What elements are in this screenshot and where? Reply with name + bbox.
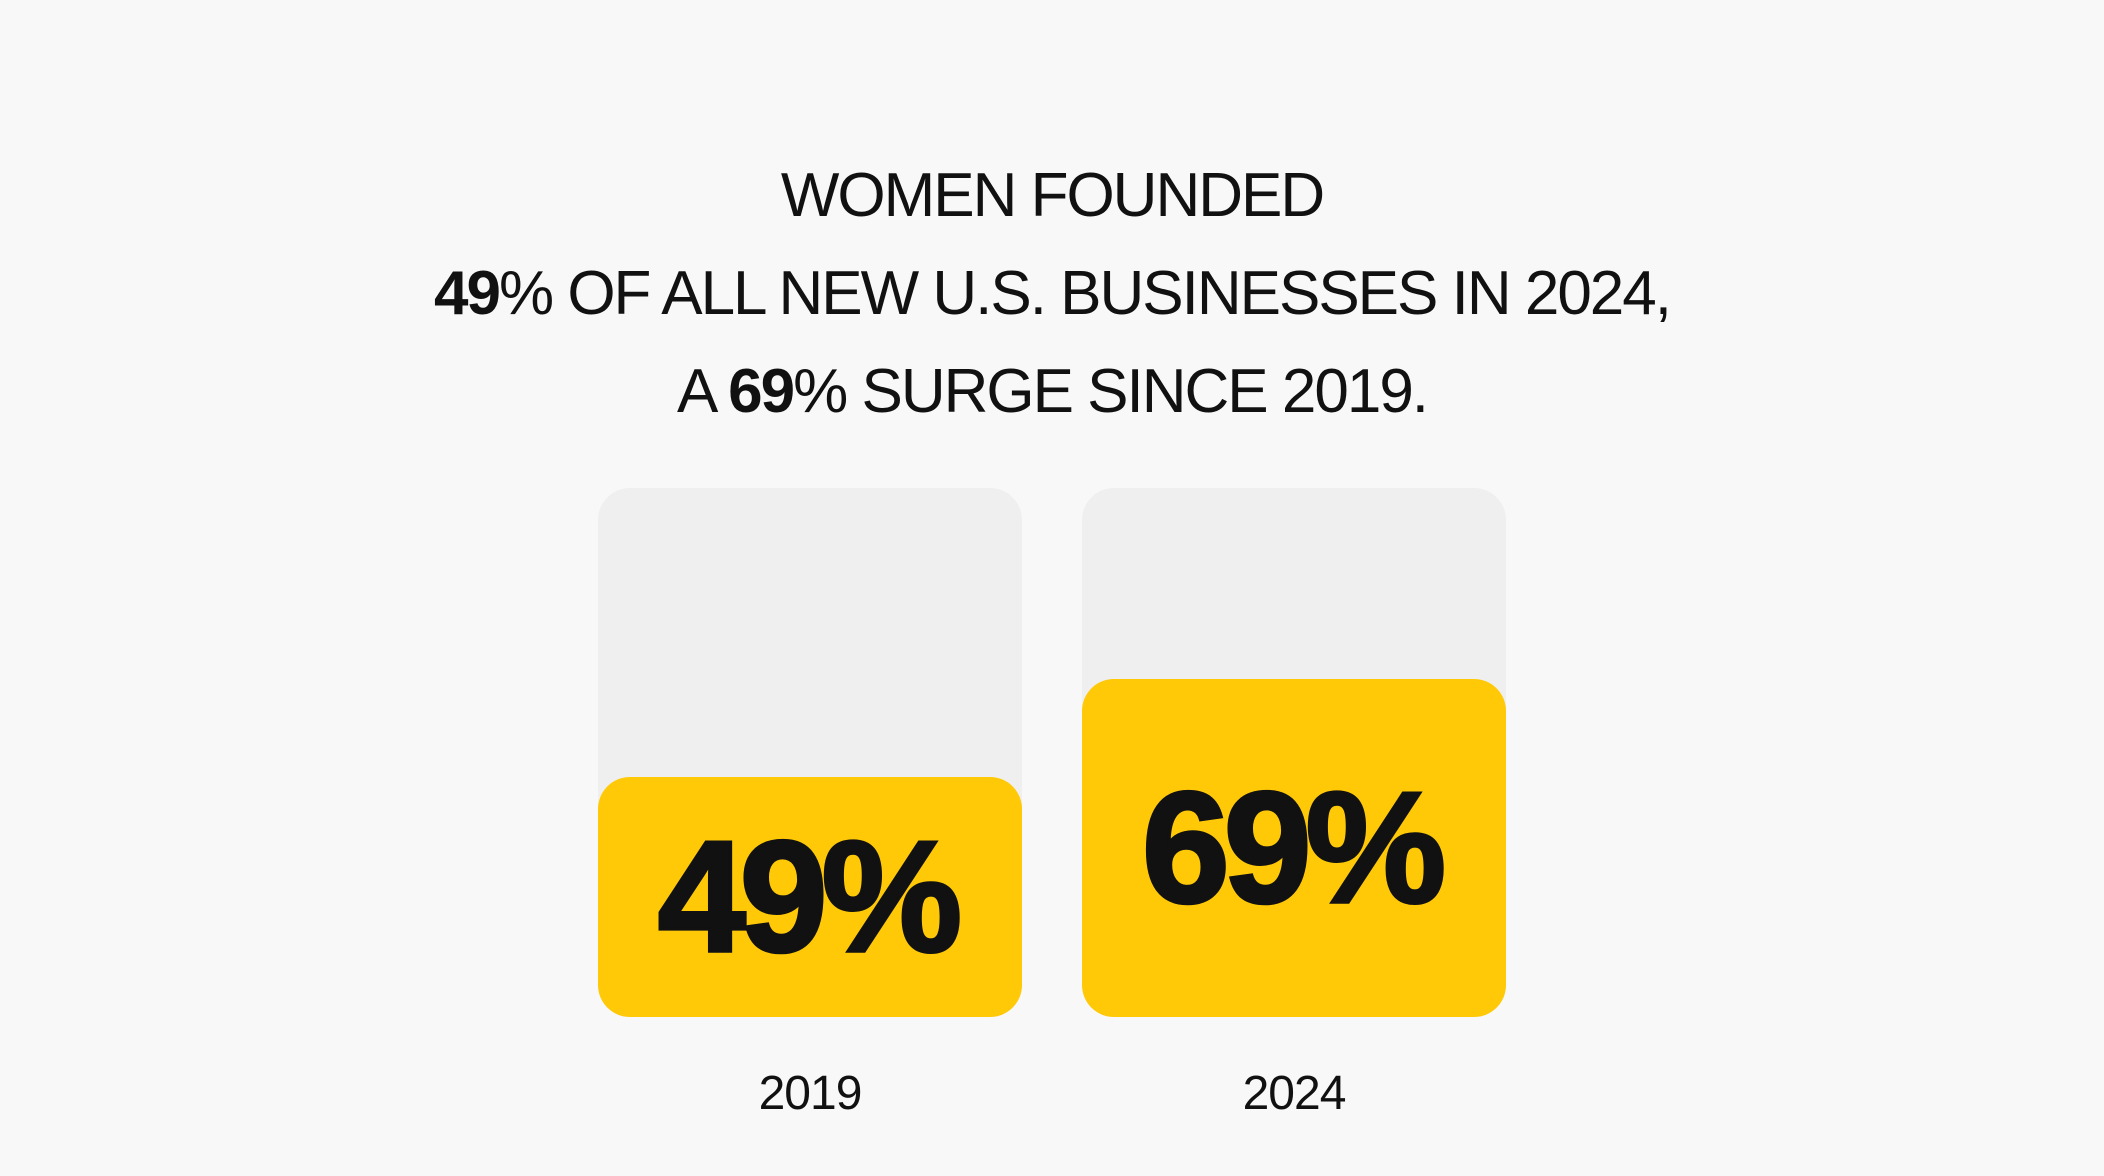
headline-text-2: % OF ALL NEW U.S. BUSINESSES IN 2024, [498,259,1672,328]
headline-text-1: WOMEN FOUNDED [780,161,1325,230]
bar-group-2019: 49% 2019 [598,488,1022,1122]
bar-fill-2024: 69% [1082,679,1506,1017]
headline-text-3b: % SURGE SINCE 2019. [793,357,1429,426]
bar-track-2024: 69% [1082,488,1506,1017]
headline: WOMEN FOUNDED 49% OF ALL NEW U.S. BUSINE… [0,147,2104,441]
headline-stat-49: 49 [434,259,501,328]
axis-label-2019: 2019 [758,1067,863,1120]
bar-group-2024: 69% 2024 [1082,488,1506,1122]
axis-label-2024: 2024 [1242,1067,1347,1120]
headline-line-1: WOMEN FOUNDED [0,147,2104,245]
headline-stat-69: 69 [728,357,795,426]
headline-line-3: A 69% SURGE SINCE 2019. [0,343,2104,441]
headline-line-2: 49% OF ALL NEW U.S. BUSINESSES IN 2024, [0,245,2104,343]
bar-track-2019: 49% [598,488,1022,1017]
headline-text-3a: A [676,357,729,426]
bar-value-label-2019: 49% [656,809,964,985]
bar-value-label-2024: 69% [1140,760,1448,937]
bar-fill-2019: 49% [598,777,1022,1017]
